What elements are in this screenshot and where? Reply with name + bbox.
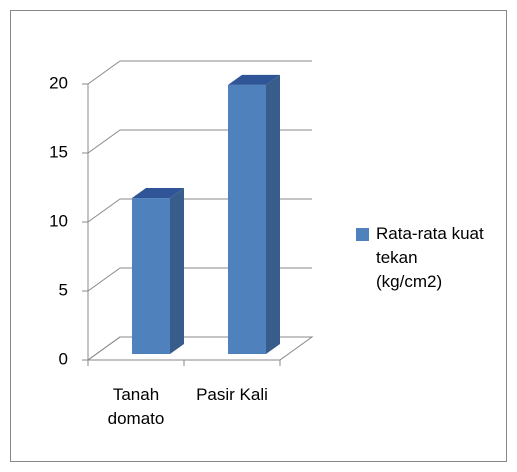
y-tick-label: 5: [59, 280, 68, 299]
y-tick-label: 10: [49, 211, 68, 230]
bar-side: [266, 74, 280, 355]
legend-label: Rata-rata kuat tekan (kg/cm2): [376, 224, 484, 291]
bar-front: [132, 198, 170, 354]
grid-line-side: [87, 60, 121, 85]
bar-top: [228, 74, 280, 85]
grid-line-side: [87, 336, 121, 361]
bar-top: [132, 188, 184, 199]
y-tick-label: 0: [59, 349, 68, 368]
y-tick-label: 20: [49, 73, 68, 92]
x-tick-label: Tanah domato: [107, 385, 165, 428]
grid-line-side: [87, 198, 121, 223]
y-tick-label: 15: [49, 142, 68, 161]
bar-front: [228, 84, 266, 355]
legend-swatch: [356, 228, 369, 241]
x-tick-label: Pasir Kali: [196, 385, 268, 404]
grid-line-side: [87, 129, 121, 154]
bar-side: [170, 188, 184, 354]
grid-line-side: [87, 267, 121, 292]
